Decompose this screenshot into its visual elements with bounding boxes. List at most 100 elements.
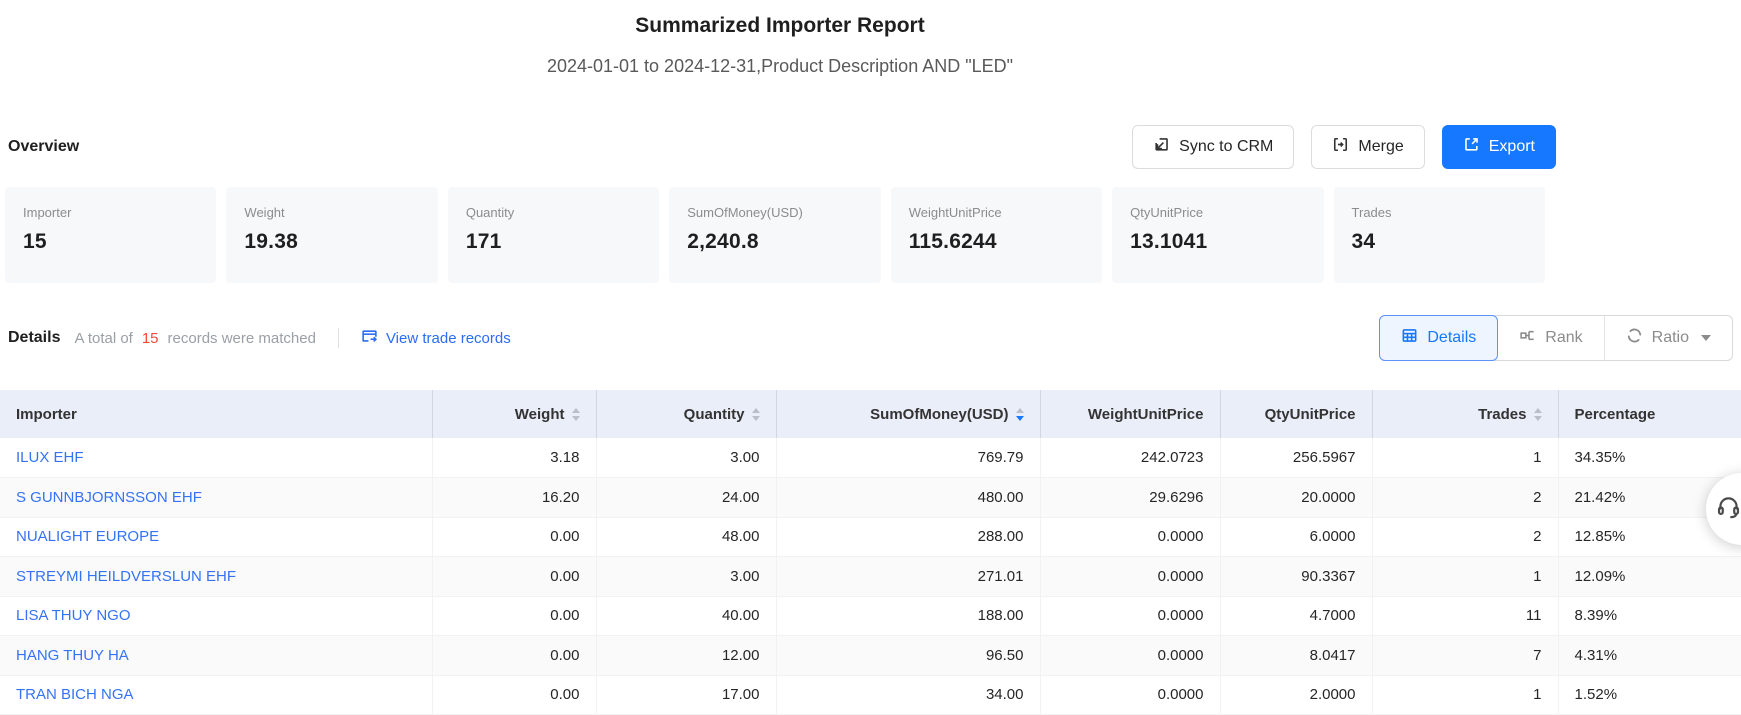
cell-weight: 0.00 [432, 596, 597, 636]
overview-cards: Importer 15 Weight 19.38 Quantity 171 SumOfMon… [5, 187, 1545, 283]
overview-header-row: Overview Sync to CRM [8, 124, 1556, 170]
cell-weight: 0.00 [432, 635, 597, 676]
cell-weight-unit-price: 242.0723 [1040, 438, 1221, 478]
cell-sum-of-money: 34.00 [776, 675, 1041, 715]
chevron-down-icon [1701, 335, 1711, 341]
sort-caret-up-icon [751, 407, 760, 413]
cell-weight: 0.00 [432, 517, 597, 557]
details-summary-group: Details A total of 15 records were matched… [8, 328, 511, 349]
merge-icon [1332, 136, 1349, 158]
stat-card-trades: Trades 34 [1333, 187, 1545, 283]
column-header-trades[interactable]: Trades [1372, 390, 1559, 438]
export-button[interactable]: Export [1441, 125, 1556, 169]
cell-weight: 3.18 [432, 438, 597, 478]
cell-sum-of-money: 769.79 [776, 438, 1041, 478]
cell-quantity: 3.00 [596, 438, 777, 478]
column-header-label: QtyUnitPrice [1264, 405, 1356, 423]
importer-table: Importer Weight Quantity SumOfMoney(USD) Wei… [0, 390, 1741, 715]
table-row: S GUNNBJORNSSON EHF 16.20 24.00 480.00 29.62… [0, 477, 1741, 518]
table-row: ILUX EHF 3.18 3.00 769.79 242.0723 256.5967 1 3… [0, 438, 1741, 478]
cell-importer: TRAN BICH NGA [0, 675, 433, 715]
sort-caret-down-icon [1015, 415, 1024, 421]
stat-card-label: SumOfMoney(USD) [687, 205, 803, 220]
cell-trades: 1 [1372, 556, 1559, 597]
cell-importer: NUALIGHT EUROPE [0, 517, 433, 557]
match-summary-prefix: A total of [74, 329, 133, 347]
cell-weight-unit-price: 0.0000 [1040, 675, 1221, 715]
importer-link[interactable]: LISA THUY NGO [16, 607, 131, 625]
details-header-row: Details A total of 15 records were matched… [8, 314, 1733, 362]
cell-trades: 2 [1372, 517, 1559, 557]
importer-link[interactable]: S GUNNBJORNSSON EHF [16, 488, 202, 506]
sort-caret-down-icon [751, 415, 760, 421]
table-row: HANG THUY HA 0.00 12.00 96.50 0.0000 8.0417 7 4… [0, 635, 1741, 676]
column-header-quantity[interactable]: Quantity [596, 390, 777, 438]
importer-link[interactable]: HANG THUY HA [16, 646, 129, 664]
cell-importer: LISA THUY NGO [0, 596, 433, 636]
stat-card-value: 15 [23, 230, 47, 253]
cell-sum-of-money: 480.00 [776, 477, 1041, 518]
table-row: TRAN BICH NGA 0.00 17.00 34.00 0.0000 2.0000 1… [0, 675, 1741, 715]
merge-label: Merge [1358, 138, 1404, 155]
sort-caret-up-icon [1533, 407, 1542, 413]
stat-card-label: Weight [244, 205, 285, 220]
view-mode-ratio[interactable]: Ratio [1603, 316, 1732, 360]
sync-to-crm-label: Sync to CRM [1179, 138, 1274, 155]
details-section-label: Details [8, 329, 61, 346]
view-trade-records-label: View trade records [385, 329, 511, 347]
overview-actions: Sync to CRM Merge [1132, 125, 1556, 169]
cell-sum-of-money: 96.50 [776, 635, 1041, 676]
stat-card-value: 34 [1351, 230, 1376, 253]
cell-percentage: 12.85% [1558, 517, 1741, 557]
matched-count: 15 [141, 329, 159, 347]
view-mode-details[interactable]: Details [1379, 315, 1499, 361]
cell-qty-unit-price: 2.0000 [1220, 675, 1373, 715]
cell-importer: S GUNNBJORNSSON EHF [0, 477, 433, 518]
stat-card-label: Trades [1351, 205, 1392, 220]
cell-quantity: 12.00 [596, 635, 777, 676]
match-summary-suffix: records were matched [167, 329, 316, 347]
merge-button[interactable]: Merge [1311, 125, 1425, 169]
stat-card-qtyunitprice: QtyUnitPrice 13.1041 [1112, 187, 1324, 283]
page-title: Summarized Importer Report [635, 14, 925, 37]
cell-percentage: 34.35% [1558, 438, 1741, 478]
column-header-importer: Importer [0, 390, 433, 438]
importer-link[interactable]: ILUX EHF [16, 449, 84, 466]
ratio-icon [1626, 327, 1643, 349]
stat-card-value: 171 [465, 230, 502, 253]
cell-sum-of-money: 271.01 [776, 556, 1041, 597]
cell-quantity: 48.00 [596, 517, 777, 557]
importer-link[interactable]: STREYMI HEILDVERSLUN EHF [16, 567, 237, 585]
stat-card-importer: Importer 15 [5, 187, 217, 283]
overview-section-label: Overview [8, 138, 80, 155]
column-header-label: Percentage [1574, 405, 1656, 423]
stat-card-label: QtyUnitPrice [1130, 205, 1204, 220]
sort-icon [571, 407, 580, 421]
cell-sum-of-money: 188.00 [776, 596, 1041, 636]
importer-link[interactable]: NUALIGHT EUROPE [16, 528, 160, 546]
stat-card-label: WeightUnitPrice [908, 205, 1002, 220]
view-mode-rank[interactable]: Rank [1498, 316, 1603, 360]
sync-to-crm-button[interactable]: Sync to CRM [1132, 125, 1295, 169]
cell-weight-unit-price: 0.0000 [1040, 596, 1221, 636]
sort-icon [751, 407, 760, 421]
column-header-label: Quantity [683, 405, 745, 423]
stat-card-value: 13.1041 [1130, 230, 1208, 253]
table-body: ILUX EHF 3.18 3.00 769.79 242.0723 256.5967 1 3… [0, 438, 1741, 715]
importer-link[interactable]: TRAN BICH NGA [16, 686, 134, 704]
view-trade-records-link[interactable]: View trade records [361, 328, 511, 349]
stat-card-label: Quantity [465, 205, 515, 220]
stat-card-value: 115.6244 [908, 230, 997, 253]
cell-qty-unit-price: 90.3367 [1220, 556, 1373, 597]
trade-records-icon [361, 328, 378, 349]
column-header-label: Trades [1478, 405, 1527, 423]
cell-trades: 2 [1372, 477, 1559, 518]
stat-card-value: 2,240.8 [687, 230, 759, 253]
sort-caret-down-icon [571, 415, 580, 421]
column-header-sumofmoney-usd[interactable]: SumOfMoney(USD) [776, 390, 1041, 438]
column-header-weight[interactable]: Weight [432, 390, 597, 438]
sort-caret-down-icon [1533, 415, 1542, 421]
cell-percentage: 4.31% [1558, 635, 1741, 676]
view-mode-rank-label: Rank [1545, 329, 1583, 346]
